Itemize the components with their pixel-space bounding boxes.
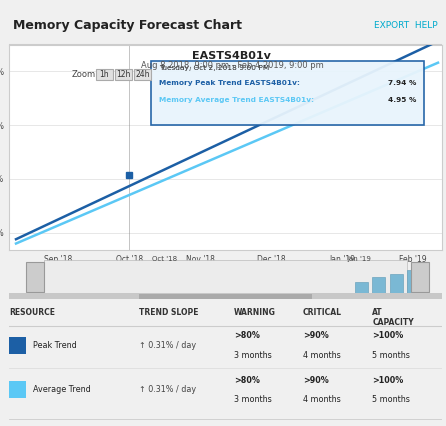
Text: 4.95 %: 4.95 %: [388, 97, 417, 103]
Text: >80%: >80%: [234, 331, 260, 340]
Text: >90%: >90%: [303, 376, 329, 385]
FancyBboxPatch shape: [151, 60, 424, 125]
Text: Average Trend: Average Trend: [33, 386, 91, 394]
Bar: [9, 381, 26, 398]
Text: 5 months: 5 months: [372, 395, 410, 404]
Text: 1h: 1h: [99, 70, 109, 79]
Text: 4 months: 4 months: [303, 395, 341, 404]
Text: >80%: >80%: [234, 376, 260, 385]
Text: EASTS4B01v: EASTS4B01v: [193, 51, 271, 61]
Text: 12h: 12h: [116, 70, 131, 79]
Bar: [407, 270, 420, 294]
Text: AT
CAPACITY: AT CAPACITY: [372, 308, 414, 327]
Bar: [372, 277, 385, 294]
Text: Memory Average Trend EASTS4B01v:: Memory Average Trend EASTS4B01v:: [159, 97, 314, 103]
Text: Jan '19: Jan '19: [347, 256, 371, 262]
Text: Memory Peak Trend EASTS4B01v:: Memory Peak Trend EASTS4B01v:: [159, 80, 300, 86]
Text: Peak Trend: Peak Trend: [33, 341, 76, 350]
Text: Tuesday, Oct 2, 2018 9:00 PM: Tuesday, Oct 2, 2018 9:00 PM: [159, 65, 269, 71]
Text: >100%: >100%: [372, 331, 404, 340]
Text: >90%: >90%: [303, 331, 329, 340]
Text: Aug 8 2018, 9:00 pm - Feb 4 2019, 9:00 pm: Aug 8 2018, 9:00 pm - Feb 4 2019, 9:00 p…: [140, 60, 323, 70]
Text: 4 months: 4 months: [303, 351, 341, 360]
Text: 5 months: 5 months: [372, 351, 410, 360]
Text: ↑ 0.31% / day: ↑ 0.31% / day: [139, 386, 196, 394]
Text: 3 months: 3 months: [234, 395, 272, 404]
Text: ↑ 0.31% / day: ↑ 0.31% / day: [139, 341, 196, 350]
Bar: [139, 294, 312, 299]
Text: TREND SLOPE: TREND SLOPE: [139, 308, 198, 317]
Text: CRITICAL: CRITICAL: [303, 308, 342, 317]
Text: >100%: >100%: [372, 376, 404, 385]
Text: Memory Capacity Forecast Chart: Memory Capacity Forecast Chart: [13, 19, 242, 32]
Bar: [390, 273, 403, 294]
Text: Zoom: Zoom: [71, 69, 95, 79]
Bar: [411, 262, 429, 292]
Bar: [355, 282, 368, 294]
Text: WARNING: WARNING: [234, 308, 276, 317]
Bar: [9, 293, 442, 299]
Text: EXPORT  HELP: EXPORT HELP: [374, 21, 437, 30]
Text: RESOURCE: RESOURCE: [9, 308, 55, 317]
Text: 24h: 24h: [135, 70, 149, 79]
Text: Oct '18: Oct '18: [152, 256, 177, 262]
Bar: [26, 262, 44, 292]
Text: 7.94 %: 7.94 %: [388, 80, 417, 86]
Bar: [44, 260, 407, 294]
Text: 3 months: 3 months: [234, 351, 272, 360]
Bar: [9, 337, 26, 354]
